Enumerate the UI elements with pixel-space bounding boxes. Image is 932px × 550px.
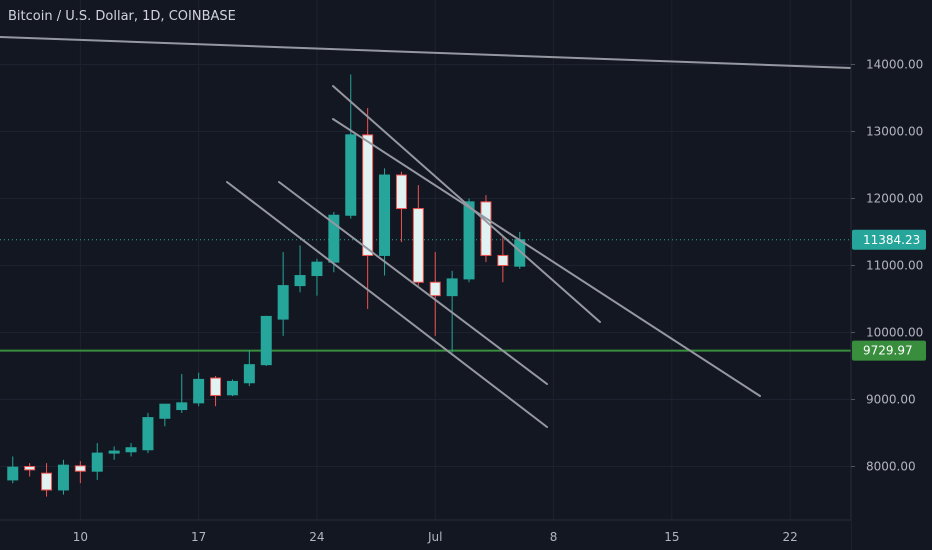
candle-body bbox=[74, 465, 86, 472]
candle-body bbox=[210, 377, 222, 396]
candle bbox=[7, 456, 19, 484]
candle bbox=[429, 252, 441, 336]
price-axis-background bbox=[851, 0, 932, 550]
candle bbox=[328, 211, 340, 273]
price-tags: 11384.23 9729.97 bbox=[852, 229, 926, 361]
candle-body bbox=[362, 134, 374, 256]
trendline bbox=[278, 181, 548, 385]
candle bbox=[226, 379, 238, 397]
candle bbox=[74, 461, 86, 484]
time-tick-label: 24 bbox=[309, 530, 324, 544]
candle-body bbox=[429, 281, 441, 297]
candle-body bbox=[243, 364, 255, 384]
trendlines bbox=[0, 36, 852, 428]
candle bbox=[108, 446, 120, 460]
trendline bbox=[226, 181, 548, 428]
candle bbox=[91, 443, 103, 480]
price-levels bbox=[0, 239, 851, 352]
candle-body bbox=[463, 201, 475, 280]
price-tick-label: 13000.00 bbox=[866, 125, 923, 139]
candle-body bbox=[277, 285, 289, 320]
trendline bbox=[332, 118, 761, 397]
candle bbox=[193, 372, 205, 407]
current-price-label-background bbox=[852, 229, 926, 250]
candle-body bbox=[412, 208, 424, 283]
candle bbox=[463, 198, 475, 283]
price-tick-label: 9000.00 bbox=[866, 393, 916, 407]
candle bbox=[57, 459, 69, 495]
time-axis-background bbox=[0, 520, 851, 550]
price-tick-label: 11000.00 bbox=[866, 259, 923, 273]
candle bbox=[497, 235, 509, 283]
price-tick-label: 10000.00 bbox=[866, 326, 923, 340]
candle-body bbox=[142, 417, 154, 451]
candle-body bbox=[41, 472, 53, 491]
current-price-label: 11384.23 bbox=[863, 233, 920, 247]
candle-body bbox=[7, 466, 19, 481]
candle-body bbox=[497, 254, 509, 266]
candle bbox=[159, 403, 171, 427]
candle-body bbox=[311, 261, 323, 277]
candle-body bbox=[57, 464, 69, 491]
horizontal-grid bbox=[0, 64, 851, 467]
support-level-label: 9729.97 bbox=[863, 344, 913, 358]
support-level-label-background bbox=[852, 340, 926, 361]
candle-body bbox=[395, 174, 407, 210]
candle-body bbox=[345, 134, 357, 216]
trendline bbox=[332, 85, 601, 323]
candle-body bbox=[379, 174, 391, 256]
time-tick-label: 17 bbox=[191, 530, 206, 544]
time-tick-label: 22 bbox=[783, 530, 798, 544]
candle-body bbox=[226, 380, 238, 396]
candle-body bbox=[193, 378, 205, 404]
candle bbox=[480, 195, 492, 263]
candle-body bbox=[294, 275, 306, 287]
candle bbox=[142, 412, 154, 454]
candle-body bbox=[91, 452, 103, 472]
price-tick-label: 12000.00 bbox=[866, 192, 923, 206]
price-tick-label: 8000.00 bbox=[866, 460, 916, 474]
candle-body bbox=[108, 450, 120, 454]
candle bbox=[311, 258, 323, 296]
time-tick-label: 10 bbox=[73, 530, 88, 544]
time-axis[interactable]: 10 17 24 Jul 8 15 22 bbox=[0, 519, 851, 550]
candle bbox=[294, 245, 306, 293]
candles bbox=[7, 74, 526, 497]
chart-title: Bitcoin / U.S. Dollar, 1D, COINBASE bbox=[8, 9, 236, 24]
candle-body bbox=[159, 403, 171, 419]
time-tick-label: 15 bbox=[664, 530, 679, 544]
candle bbox=[395, 171, 407, 243]
price-tick-label: 14000.00 bbox=[866, 58, 923, 72]
candle bbox=[260, 315, 272, 366]
candle-body bbox=[125, 447, 137, 453]
candle bbox=[24, 463, 36, 477]
time-tick-label: Jul bbox=[427, 530, 442, 544]
candle bbox=[412, 185, 424, 286]
candle bbox=[277, 252, 289, 336]
candle bbox=[210, 376, 222, 407]
candle-body bbox=[260, 315, 272, 366]
candle bbox=[41, 463, 53, 497]
candle bbox=[125, 443, 137, 457]
candle bbox=[243, 350, 255, 387]
candle bbox=[379, 168, 391, 276]
candle-body bbox=[328, 214, 340, 263]
candle bbox=[176, 374, 188, 413]
candle bbox=[345, 74, 357, 219]
candle-body bbox=[480, 201, 492, 256]
candle-body bbox=[24, 466, 36, 471]
price-axis[interactable]: 8000.00 9000.00 10000.00 11000.00 12000.00 13… bbox=[850, 0, 932, 550]
trendline bbox=[0, 36, 852, 69]
time-tick-label: 8 bbox=[550, 530, 558, 544]
candle-body bbox=[176, 402, 188, 411]
candle-body bbox=[446, 278, 458, 297]
